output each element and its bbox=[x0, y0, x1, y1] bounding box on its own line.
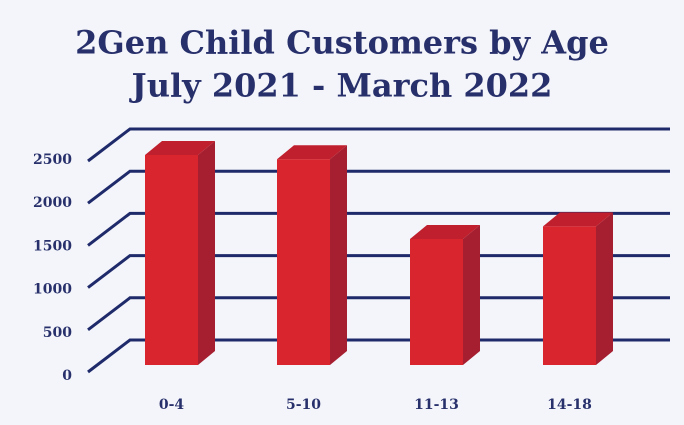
bar-top bbox=[410, 225, 480, 239]
bar bbox=[145, 155, 198, 365]
bar-side bbox=[198, 141, 215, 365]
bar bbox=[410, 239, 463, 365]
bar bbox=[543, 226, 596, 365]
x-tick-label: 14-18 bbox=[547, 397, 592, 413]
bar-side bbox=[463, 225, 480, 365]
bar bbox=[277, 159, 330, 365]
x-tick-label: 11-13 bbox=[414, 397, 459, 413]
y-tick-label: 1500 bbox=[33, 238, 72, 254]
chart-title: 2Gen Child Customers by Age bbox=[75, 24, 609, 62]
y-tick-label: 0 bbox=[62, 368, 72, 384]
bar-top bbox=[543, 212, 613, 227]
y-tick-label: 500 bbox=[43, 325, 72, 341]
grid-line bbox=[87, 169, 670, 205]
bar-side bbox=[596, 212, 613, 365]
grid-line bbox=[87, 211, 670, 247]
chart-subtitle: July 2021 - March 2022 bbox=[129, 67, 553, 105]
y-tick-label: 2500 bbox=[33, 152, 72, 168]
bar-top bbox=[277, 145, 347, 160]
grid-line bbox=[87, 254, 670, 289]
grid-line bbox=[87, 296, 670, 331]
bar-top bbox=[145, 141, 215, 155]
grid-line bbox=[87, 127, 670, 163]
grid-line bbox=[87, 338, 670, 374]
y-tick-label: 2000 bbox=[33, 195, 72, 211]
x-tick-label: 5-10 bbox=[286, 397, 321, 413]
x-tick-label: 0-4 bbox=[159, 397, 185, 413]
y-tick-label: 1000 bbox=[33, 282, 72, 298]
bar-side bbox=[330, 145, 347, 365]
